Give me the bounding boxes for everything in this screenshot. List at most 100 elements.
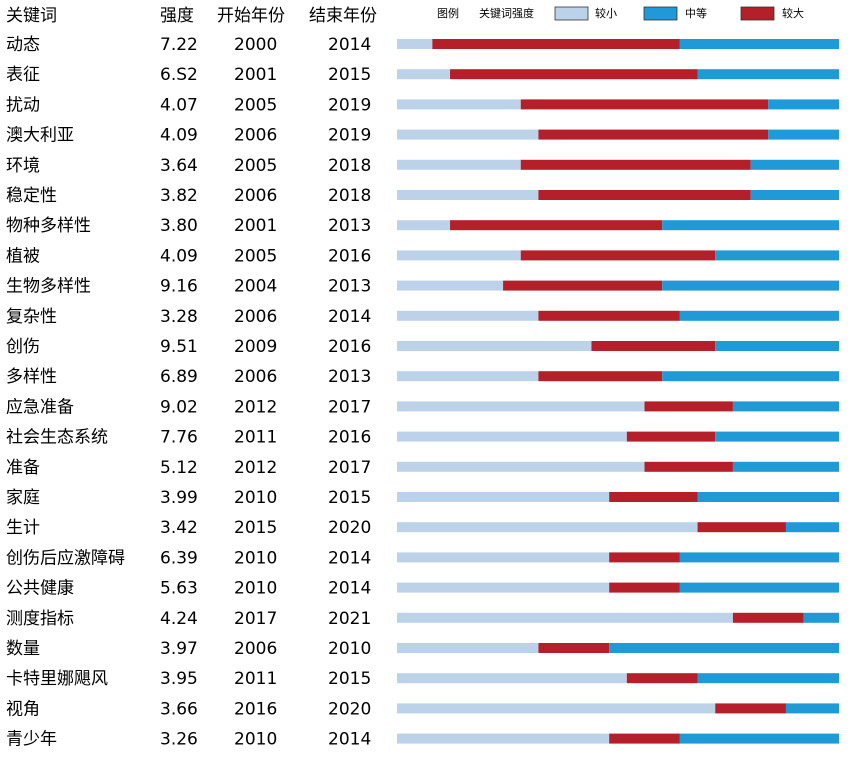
row-begin-year: 2006: [234, 126, 277, 146]
row-strength: 3.82: [160, 186, 198, 206]
bar-segment-burst: [697, 522, 786, 533]
bar-segment-after: [697, 69, 839, 80]
bar-segment-after: [679, 733, 839, 744]
row-begin-year: 2005: [234, 156, 277, 176]
row-begin-year: 2012: [234, 458, 277, 478]
row-keyword: 扰动: [6, 95, 40, 115]
table-row: 扰动 4.07 2005 2019: [6, 95, 839, 115]
bar-segment-before: [397, 310, 539, 321]
bar-segment-before: [397, 461, 645, 472]
row-end-year: 2013: [328, 277, 371, 297]
bar-segment-after: [715, 250, 839, 261]
row-strength: 5.63: [160, 579, 198, 599]
row-end-year: 2017: [328, 458, 371, 478]
row-strength: 3.28: [160, 307, 198, 327]
row-keyword: 创伤后应激障碍: [6, 548, 125, 568]
row-keyword: 卡特里娜飓风: [6, 669, 108, 689]
bar-segment-before: [397, 250, 521, 261]
row-begin-year: 2009: [234, 337, 277, 357]
table-row: 表征 6.S2 2001 2015: [6, 65, 839, 85]
row-strength: 9.51: [160, 337, 198, 357]
bar-segment-before: [397, 552, 610, 563]
bar-segment-before: [397, 733, 610, 744]
bar-segment-before: [397, 612, 733, 623]
row-keyword: 视角: [6, 699, 40, 719]
header-strength: 强度: [160, 6, 194, 26]
row-begin-year: 2010: [234, 730, 277, 750]
row-keyword: 物种多样性: [6, 216, 91, 236]
row-keyword: 社会生态系统: [6, 428, 108, 448]
row-begin-year: 2001: [234, 65, 277, 85]
bar-segment-before: [397, 492, 610, 502]
bar-segment-after: [715, 341, 839, 351]
bar-segment-burst: [626, 673, 698, 684]
bar-segment-burst: [520, 99, 769, 110]
row-strength: 3.97: [160, 639, 198, 659]
row-end-year: 2019: [328, 95, 371, 115]
table-row: 数量 3.97 2006 2010: [6, 639, 839, 659]
bar-segment-after: [750, 159, 839, 170]
row-strength: 6.S2: [160, 65, 198, 85]
table-row: 家庭 3.99 2010 2015: [6, 488, 839, 508]
bar-segment-before: [397, 220, 451, 231]
chart-rows: 动态 7.22 2000 2014 表征 6.S2 2001 2015 扰动 4.07 2005 20…: [6, 35, 839, 750]
bar-segment-before: [397, 522, 698, 533]
row-keyword: 生物多样性: [6, 277, 91, 297]
row-begin-year: 2006: [234, 186, 277, 206]
row-strength: 5.12: [160, 458, 198, 478]
row-begin-year: 2011: [234, 428, 277, 448]
row-end-year: 2014: [328, 579, 371, 599]
row-strength: 3.66: [160, 699, 198, 719]
bar-segment-before: [397, 341, 592, 351]
table-row: 环境 3.64 2005 2018: [6, 156, 839, 176]
row-begin-year: 2006: [234, 639, 277, 659]
row-keyword: 青少年: [6, 730, 57, 750]
row-end-year: 2016: [328, 428, 371, 448]
table-row: 应急准备 9.02 2012 2017: [6, 397, 839, 417]
table-row: 物种多样性 3.80 2001 2013: [6, 216, 839, 236]
table-row: 测度指标 4.24 2017 2021: [6, 609, 839, 629]
row-keyword: 应急准备: [6, 397, 74, 417]
bar-segment-burst: [538, 371, 663, 382]
bar-segment-before: [397, 401, 645, 412]
row-keyword: 多样性: [6, 367, 57, 387]
bar-segment-before: [397, 159, 521, 170]
bar-segment-after: [679, 310, 839, 321]
row-keyword: 植被: [6, 246, 40, 266]
row-end-year: 2014: [328, 307, 371, 327]
row-begin-year: 2001: [234, 216, 277, 236]
row-strength: 3.80: [160, 216, 198, 236]
table-row: 创伤 9.51 2009 2016: [6, 337, 839, 357]
row-strength: 3.42: [160, 518, 198, 538]
row-end-year: 2016: [328, 246, 371, 266]
bar-segment-burst: [644, 401, 733, 412]
bar-segment-after: [662, 220, 839, 231]
header-keyword: 关键词: [6, 6, 57, 26]
row-keyword: 测度指标: [6, 609, 74, 629]
row-end-year: 2018: [328, 156, 371, 176]
bar-segment-after: [609, 643, 839, 653]
table-header: 关键词 强度 开始年份 结束年份: [6, 6, 377, 26]
bar-segment-burst: [715, 703, 786, 714]
row-begin-year: 2017: [234, 609, 277, 629]
row-begin-year: 2006: [234, 307, 277, 327]
table-row: 社会生态系统 7.76 2011 2016: [6, 428, 839, 448]
row-end-year: 2016: [328, 337, 371, 357]
bar-segment-after: [679, 39, 839, 49]
bar-segment-burst: [609, 492, 698, 502]
bar-segment-before: [397, 280, 504, 291]
row-strength: 9.02: [160, 397, 198, 417]
row-end-year: 2018: [328, 186, 371, 206]
bar-segment-burst: [520, 159, 751, 170]
bar-segment-burst: [538, 310, 680, 321]
row-keyword: 复杂性: [6, 307, 57, 327]
row-strength: 4.24: [160, 609, 198, 629]
row-begin-year: 2000: [234, 35, 277, 55]
row-end-year: 2015: [328, 669, 371, 689]
table-row: 稳定性 3.82 2006 2018: [6, 186, 839, 206]
table-row: 创伤后应激障碍 6.39 2010 2014: [6, 548, 839, 568]
bar-segment-after: [679, 552, 839, 563]
legend-label-large: 较大: [782, 6, 804, 20]
row-strength: 3.99: [160, 488, 198, 508]
bar-segment-before: [397, 39, 433, 49]
